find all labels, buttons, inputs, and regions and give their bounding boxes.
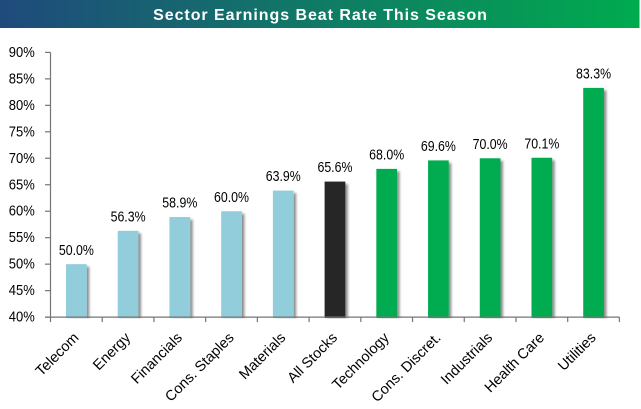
svg-text:50%: 50% — [9, 257, 35, 273]
svg-text:70.1%: 70.1% — [524, 136, 559, 152]
svg-text:60.0%: 60.0% — [214, 190, 249, 206]
svg-text:40%: 40% — [9, 310, 35, 326]
svg-text:45%: 45% — [9, 283, 35, 299]
svg-text:56.3%: 56.3% — [111, 209, 146, 225]
svg-text:90%: 90% — [9, 45, 35, 61]
svg-text:Utilities: Utilities — [555, 330, 599, 374]
svg-text:65%: 65% — [9, 177, 35, 193]
svg-text:60%: 60% — [9, 204, 35, 220]
svg-text:70.0%: 70.0% — [473, 137, 508, 153]
svg-text:Sector Earnings Beat Rate This: Sector Earnings Beat Rate This Season — [153, 7, 488, 24]
svg-text:85%: 85% — [9, 71, 35, 87]
svg-text:55%: 55% — [9, 230, 35, 246]
svg-text:63.9%: 63.9% — [266, 169, 301, 185]
svg-text:80%: 80% — [9, 98, 35, 114]
svg-text:70%: 70% — [9, 151, 35, 167]
svg-text:69.6%: 69.6% — [421, 139, 456, 155]
svg-text:83.3%: 83.3% — [576, 66, 611, 82]
svg-text:68.0%: 68.0% — [369, 147, 404, 163]
svg-text:Materials: Materials — [236, 330, 289, 383]
svg-text:Energy: Energy — [90, 329, 134, 373]
svg-text:50.0%: 50.0% — [59, 243, 94, 259]
svg-text:58.9%: 58.9% — [162, 196, 197, 212]
svg-text:65.6%: 65.6% — [317, 160, 352, 176]
svg-text:Telecom: Telecom — [33, 330, 82, 379]
svg-text:75%: 75% — [9, 124, 35, 140]
